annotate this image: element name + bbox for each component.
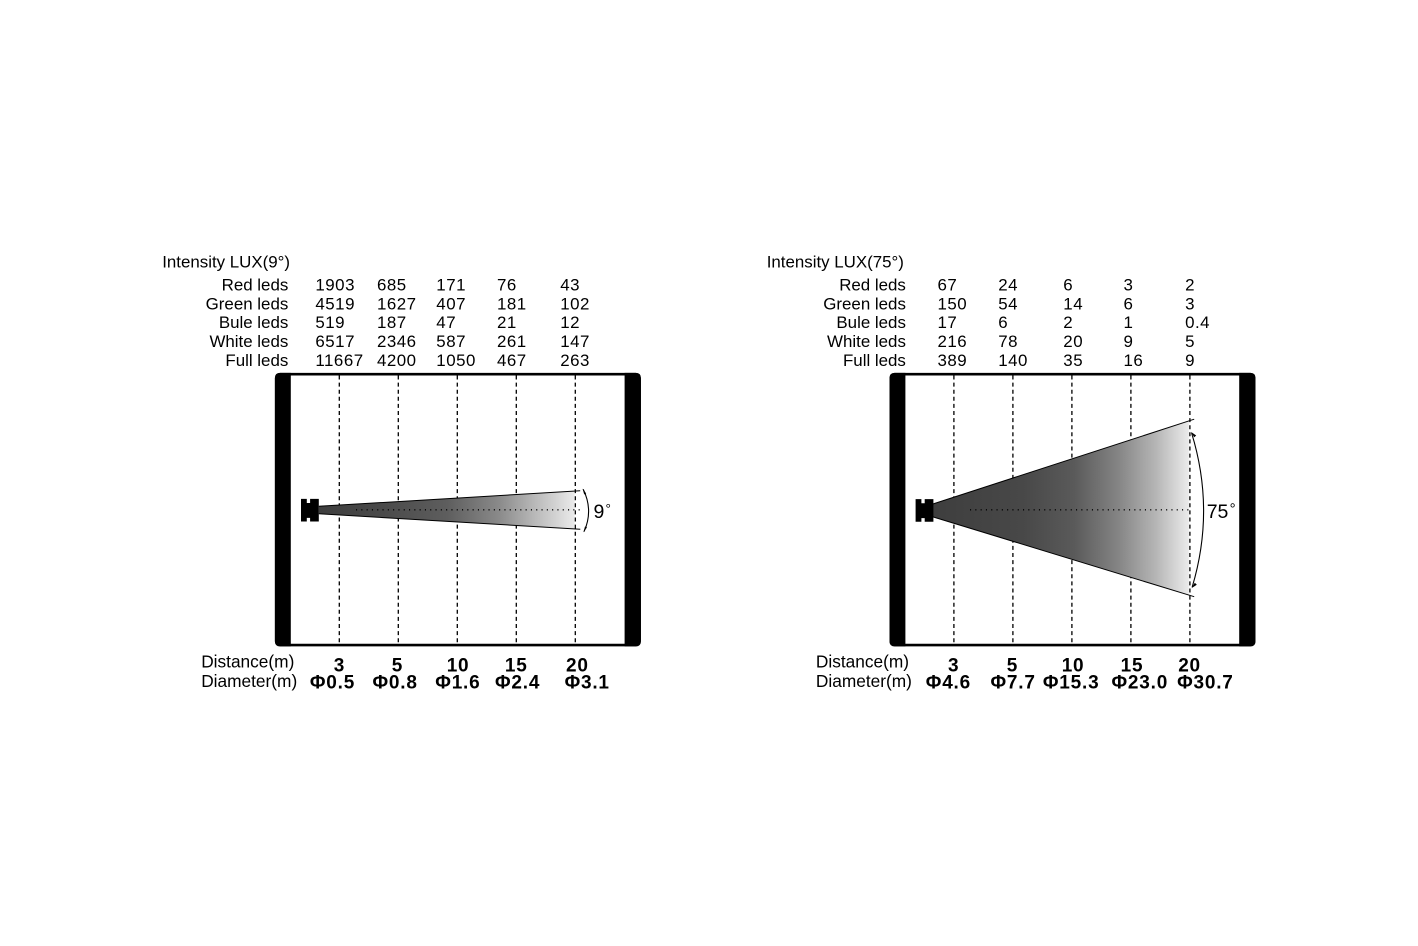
svg-text:Φ1.6: Φ1.6 bbox=[435, 673, 480, 694]
svg-text:587: 587 bbox=[436, 332, 466, 351]
svg-text:12: 12 bbox=[560, 313, 580, 332]
svg-text:Φ30.7: Φ30.7 bbox=[1177, 673, 1234, 694]
svg-text:6: 6 bbox=[1063, 276, 1073, 295]
svg-text:389: 389 bbox=[938, 351, 968, 370]
svg-text:1050: 1050 bbox=[436, 351, 476, 370]
svg-text:407: 407 bbox=[436, 294, 466, 313]
svg-text:150: 150 bbox=[938, 294, 968, 313]
svg-text:Φ0.8: Φ0.8 bbox=[373, 673, 418, 694]
svg-text:216: 216 bbox=[938, 332, 968, 351]
svg-text:102: 102 bbox=[560, 294, 590, 313]
svg-text:20: 20 bbox=[566, 655, 589, 676]
svg-text:261: 261 bbox=[497, 332, 527, 351]
svg-text:0.4: 0.4 bbox=[1185, 313, 1210, 332]
svg-text:Diameter(m): Diameter(m) bbox=[816, 671, 912, 691]
svg-text:20: 20 bbox=[1178, 655, 1201, 676]
svg-text:47: 47 bbox=[436, 313, 456, 332]
svg-text:3: 3 bbox=[334, 655, 345, 676]
svg-text:181: 181 bbox=[497, 294, 527, 313]
svg-text:Intensity LUX(75°): Intensity LUX(75°) bbox=[767, 253, 904, 272]
svg-text:685: 685 bbox=[377, 276, 407, 295]
svg-text:24: 24 bbox=[998, 276, 1018, 295]
svg-text:2346: 2346 bbox=[377, 332, 417, 351]
svg-text:Red leds: Red leds bbox=[839, 276, 906, 295]
svg-text:35: 35 bbox=[1063, 351, 1083, 370]
svg-text:Red leds: Red leds bbox=[222, 276, 289, 295]
svg-text:Φ3.1: Φ3.1 bbox=[565, 673, 610, 694]
svg-text:Φ4.6: Φ4.6 bbox=[926, 673, 971, 694]
svg-text:1: 1 bbox=[1124, 313, 1134, 332]
svg-text:187: 187 bbox=[377, 313, 407, 332]
svg-text:21: 21 bbox=[497, 313, 517, 332]
svg-text:17: 17 bbox=[938, 313, 958, 332]
svg-text:75°: 75° bbox=[1207, 500, 1236, 522]
svg-text:2: 2 bbox=[1063, 313, 1073, 332]
svg-text:9°: 9° bbox=[594, 501, 611, 523]
svg-text:1627: 1627 bbox=[377, 294, 417, 313]
svg-text:6: 6 bbox=[998, 313, 1008, 332]
svg-text:3: 3 bbox=[1124, 276, 1134, 295]
svg-text:43: 43 bbox=[560, 276, 580, 295]
svg-text:16: 16 bbox=[1124, 351, 1144, 370]
svg-text:467: 467 bbox=[497, 351, 527, 370]
svg-text:14: 14 bbox=[1063, 294, 1083, 313]
svg-text:78: 78 bbox=[998, 332, 1018, 351]
svg-text:9: 9 bbox=[1124, 332, 1134, 351]
svg-text:519: 519 bbox=[315, 313, 345, 332]
svg-text:5: 5 bbox=[1007, 655, 1018, 676]
svg-text:11667: 11667 bbox=[315, 351, 363, 370]
svg-text:4519: 4519 bbox=[315, 294, 355, 313]
svg-text:Bule leds: Bule leds bbox=[219, 313, 288, 332]
svg-text:Intensity LUX(9°): Intensity LUX(9°) bbox=[162, 253, 290, 272]
svg-text:76: 76 bbox=[497, 276, 517, 295]
svg-text:3: 3 bbox=[1185, 294, 1195, 313]
svg-text:15: 15 bbox=[505, 655, 528, 676]
svg-text:3: 3 bbox=[948, 655, 959, 676]
svg-text:Full leds: Full leds bbox=[843, 351, 906, 370]
svg-text:2: 2 bbox=[1185, 276, 1195, 295]
svg-text:Distance(m): Distance(m) bbox=[816, 652, 909, 672]
svg-text:147: 147 bbox=[560, 332, 590, 351]
svg-text:10: 10 bbox=[447, 655, 470, 676]
svg-text:Diameter(m): Diameter(m) bbox=[201, 671, 297, 691]
svg-text:6: 6 bbox=[1124, 294, 1134, 313]
svg-text:20: 20 bbox=[1063, 332, 1083, 351]
svg-text:5: 5 bbox=[1185, 332, 1195, 351]
svg-text:171: 171 bbox=[436, 276, 466, 295]
svg-text:4200: 4200 bbox=[377, 351, 417, 370]
svg-text:6517: 6517 bbox=[315, 332, 355, 351]
svg-text:Φ0.5: Φ0.5 bbox=[310, 673, 355, 694]
svg-text:Φ7.7: Φ7.7 bbox=[991, 673, 1036, 694]
svg-text:Φ23.0: Φ23.0 bbox=[1112, 673, 1169, 694]
svg-text:54: 54 bbox=[998, 294, 1018, 313]
svg-text:Φ2.4: Φ2.4 bbox=[495, 673, 540, 694]
svg-text:1903: 1903 bbox=[315, 276, 355, 295]
svg-text:9: 9 bbox=[1185, 351, 1195, 370]
svg-text:15: 15 bbox=[1121, 655, 1144, 676]
svg-text:Φ15.3: Φ15.3 bbox=[1043, 673, 1100, 694]
svg-text:263: 263 bbox=[560, 351, 590, 370]
svg-text:Full leds: Full leds bbox=[225, 351, 288, 370]
svg-text:67: 67 bbox=[938, 276, 958, 295]
svg-text:5: 5 bbox=[392, 655, 403, 676]
svg-text:Distance(m): Distance(m) bbox=[201, 652, 294, 672]
svg-text:Bule leds: Bule leds bbox=[836, 313, 905, 332]
svg-text:Green leds: Green leds bbox=[823, 294, 906, 313]
svg-text:10: 10 bbox=[1062, 655, 1085, 676]
svg-text:Green leds: Green leds bbox=[206, 294, 289, 313]
svg-text:White leds: White leds bbox=[209, 332, 288, 351]
svg-text:140: 140 bbox=[998, 351, 1028, 370]
svg-text:White leds: White leds bbox=[827, 332, 906, 351]
